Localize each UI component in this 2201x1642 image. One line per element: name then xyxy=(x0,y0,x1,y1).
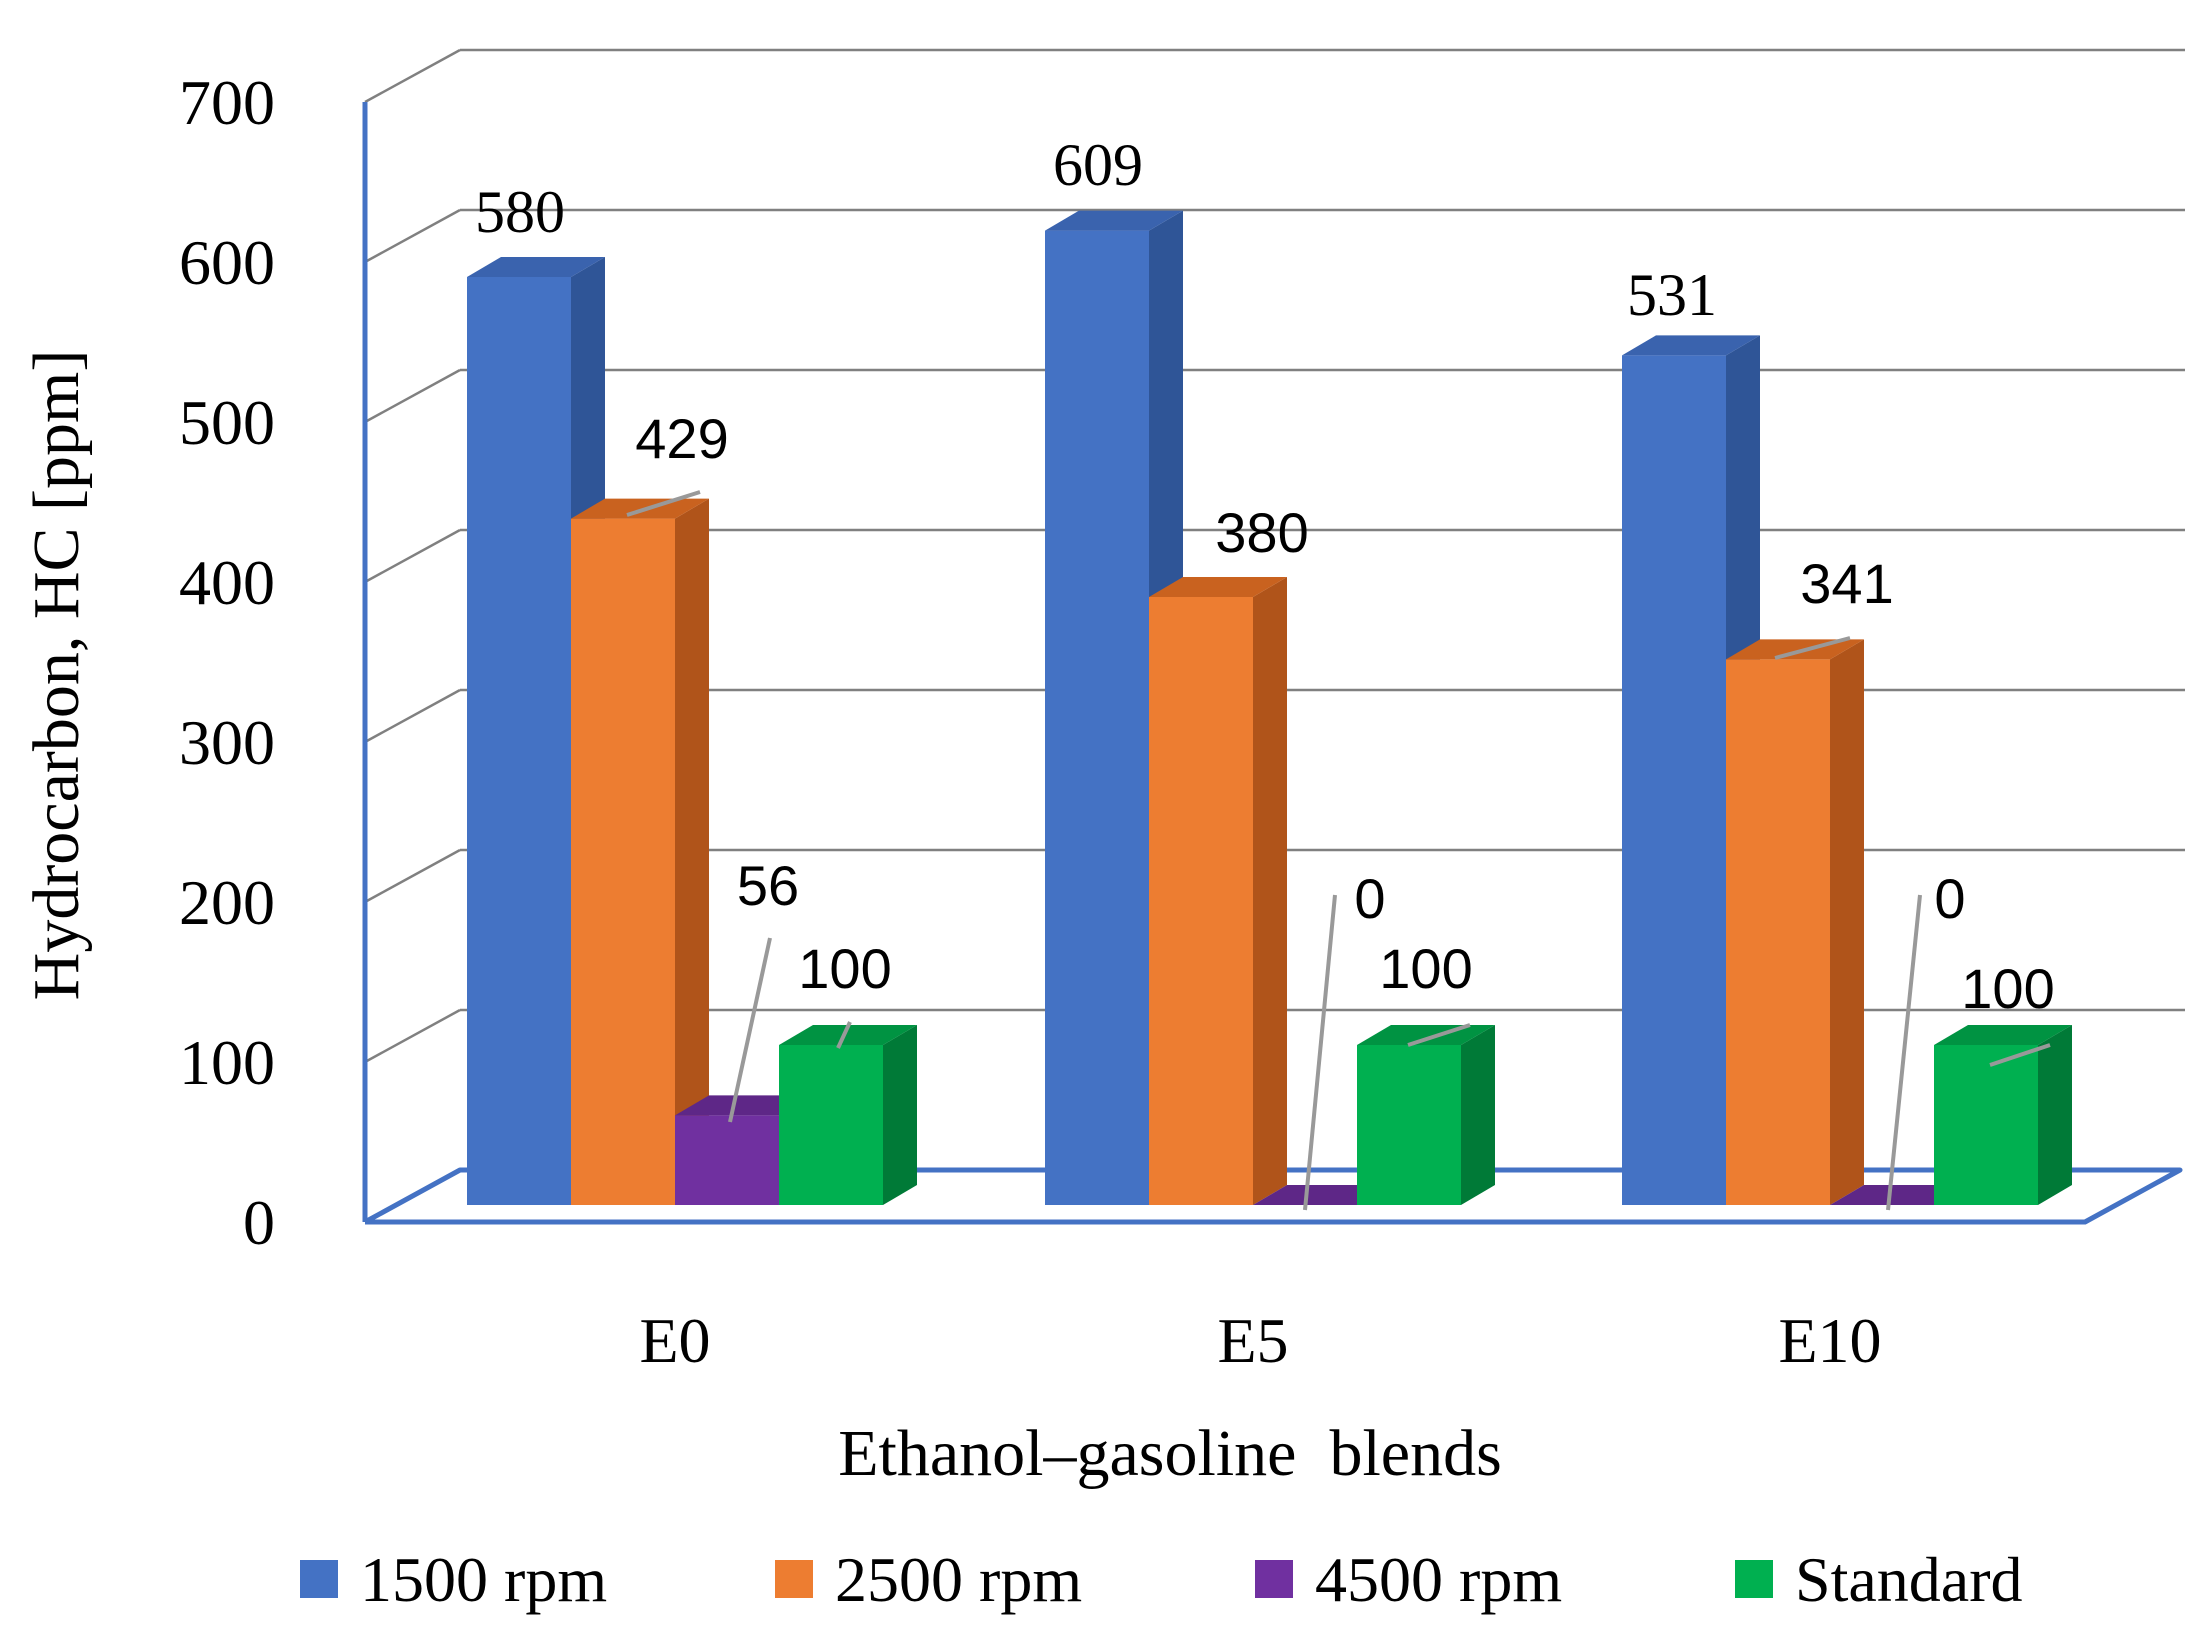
bar-front xyxy=(1149,597,1253,1205)
bar-top xyxy=(1149,577,1287,597)
bar-top xyxy=(779,1025,917,1045)
y-tick-label: 700 xyxy=(179,67,275,138)
bar-front xyxy=(1357,1045,1461,1205)
leader-line xyxy=(1886,894,1922,1211)
legend-label: 2500 rpm xyxy=(835,1544,1082,1615)
data-label: 580 xyxy=(475,179,565,245)
data-label: 609 xyxy=(1053,132,1143,198)
data-label: 380 xyxy=(1215,501,1308,564)
bar-front xyxy=(779,1045,883,1205)
bar-side xyxy=(1830,639,1864,1205)
bar-standard xyxy=(1934,1025,2072,1205)
leader-line xyxy=(1407,1023,1471,1047)
bar-2500-rpm xyxy=(1726,639,1864,1205)
gridline-depth xyxy=(364,368,461,424)
data-labels: 580 609 531 429 380 341 56 0 0 100 100 100 xyxy=(475,132,2055,1211)
leader-line xyxy=(1989,1043,2051,1067)
leader-line xyxy=(728,937,772,1123)
bar-4500-rpm xyxy=(1253,1185,1391,1205)
legend-label: 4500 rpm xyxy=(1315,1544,1562,1615)
legend-label: Standard xyxy=(1795,1544,2023,1615)
bar-front xyxy=(467,277,571,1205)
data-label: 429 xyxy=(635,407,728,470)
x-tick-label: E10 xyxy=(1778,1305,1881,1376)
bar-front xyxy=(1726,659,1830,1205)
data-label: 0 xyxy=(1934,867,1965,930)
bar-2500-rpm xyxy=(1149,577,1287,1205)
legend-swatch xyxy=(1255,1560,1293,1598)
leader-line xyxy=(626,490,701,517)
legend-item: 1500 rpm xyxy=(300,1544,607,1615)
y-tick-label: 500 xyxy=(179,387,275,458)
bar-side xyxy=(1461,1025,1495,1205)
x-tick-label: E5 xyxy=(1217,1305,1288,1376)
gridline-depth xyxy=(364,848,461,904)
bar-side xyxy=(2038,1025,2072,1205)
data-label: 341 xyxy=(1800,552,1893,615)
y-tick-label: 100 xyxy=(179,1027,275,1098)
data-label: 0 xyxy=(1354,867,1385,930)
data-label: 531 xyxy=(1627,262,1717,328)
bars xyxy=(467,210,2072,1206)
y-tick-label: 200 xyxy=(179,867,275,938)
x-tick-label: E0 xyxy=(639,1305,710,1376)
bar-top xyxy=(571,498,709,519)
gridline-depth xyxy=(364,528,461,584)
legend-item: 4500 rpm xyxy=(1255,1544,1562,1615)
gridline-depth xyxy=(364,1008,461,1064)
gridline-depth xyxy=(364,208,461,264)
leader-line xyxy=(836,1021,852,1049)
bar-standard xyxy=(1357,1025,1495,1205)
bar-top xyxy=(1253,1185,1391,1205)
data-label: 100 xyxy=(1379,937,1472,1000)
legend-swatch xyxy=(300,1560,338,1598)
bar-front xyxy=(1934,1045,2038,1205)
bar-top xyxy=(1622,335,1760,356)
bar-2500-rpm xyxy=(571,498,709,1206)
bar-side xyxy=(675,498,709,1206)
data-label: 56 xyxy=(737,854,799,917)
legend-label: 1500 rpm xyxy=(360,1544,607,1615)
axes xyxy=(362,102,2183,1225)
data-label: 100 xyxy=(1961,957,2054,1020)
bar-side xyxy=(883,1025,917,1205)
y-tick-label: 0 xyxy=(243,1187,275,1258)
x-axis-title: Ethanol–gasoline blends xyxy=(838,1417,1502,1490)
bar-top xyxy=(1934,1025,2072,1045)
bar-front xyxy=(1045,230,1149,1206)
y-axis-title: Hydrocarbon, HC [ppm] xyxy=(20,350,93,1001)
bar-top xyxy=(1045,210,1183,231)
bar-top xyxy=(1830,1185,1968,1205)
gridlines xyxy=(364,48,2185,1064)
bar-side xyxy=(1253,577,1287,1205)
bar-front xyxy=(571,518,675,1205)
leader-line xyxy=(1774,636,1851,660)
bar-4500-rpm xyxy=(1830,1185,1968,1205)
y-tick-label: 300 xyxy=(179,707,275,778)
bar-top xyxy=(467,257,605,277)
floor-outline xyxy=(363,1167,2183,1225)
bar-front xyxy=(675,1115,779,1205)
legend-item: Standard xyxy=(1735,1544,2023,1615)
bar-standard xyxy=(779,1025,917,1205)
legend-item: 2500 rpm xyxy=(775,1544,1082,1615)
bar-top xyxy=(675,1095,813,1116)
legend-swatch xyxy=(1735,1560,1773,1598)
legend-swatch xyxy=(775,1560,813,1598)
gridline-depth xyxy=(364,48,461,104)
y-tick-label: 400 xyxy=(179,547,275,618)
y-tick-label: 600 xyxy=(179,227,275,298)
bar-front xyxy=(1622,355,1726,1205)
gridline-depth xyxy=(364,688,461,744)
tick-labels: 0 100 200 300 400 500 600 700 E0 E5 E10 xyxy=(179,67,1882,1376)
data-label: 100 xyxy=(798,937,891,1000)
legend: 1500 rpm 2500 rpm 4500 rpm Standard xyxy=(300,1544,2023,1615)
leader-line xyxy=(1303,894,1337,1211)
